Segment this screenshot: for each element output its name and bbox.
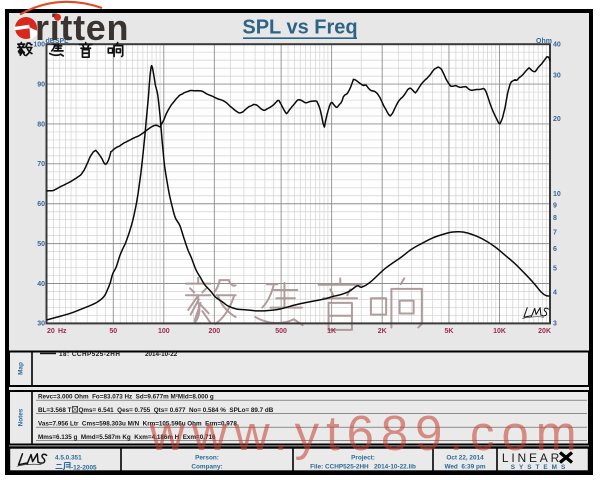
svg-text:70: 70 bbox=[37, 161, 45, 168]
svg-text:5: 5 bbox=[553, 266, 557, 273]
svg-text:50: 50 bbox=[109, 328, 117, 335]
svg-text:Hz: Hz bbox=[58, 328, 67, 335]
svg-text:Qms= 6.541 Qes= 0.755 Qts= 0: Qms= 6.541 Qes= 0.755 Qts= 0.677 No= 0.5… bbox=[79, 407, 274, 414]
svg-text:30: 30 bbox=[553, 73, 561, 80]
svg-text:9: 9 bbox=[553, 202, 557, 209]
svg-text:SYSTEMS: SYSTEMS bbox=[511, 464, 570, 471]
svg-text:1K: 1K bbox=[327, 328, 336, 335]
svg-text:LINEAR: LINEAR bbox=[502, 451, 562, 465]
svg-text:Oct 22, 2014: Oct 22, 2014 bbox=[446, 455, 484, 462]
svg-text:100: 100 bbox=[33, 42, 45, 49]
svg-text:6: 6 bbox=[553, 246, 557, 253]
svg-text:3: 3 bbox=[553, 321, 557, 328]
svg-text:8: 8 bbox=[553, 215, 557, 222]
svg-text:7: 7 bbox=[553, 229, 557, 236]
svg-text:500: 500 bbox=[275, 328, 287, 335]
svg-text:20: 20 bbox=[553, 116, 561, 123]
svg-text:Project:: Project: bbox=[351, 455, 375, 462]
svg-text:Company:: Company: bbox=[191, 464, 222, 471]
svg-text:40: 40 bbox=[553, 42, 561, 49]
svg-text:100: 100 bbox=[158, 328, 170, 335]
svg-text:Revc=3.000 Ohm Fo=83.073 Hz: Revc=3.000 Ohm Fo=83.073 Hz Sd=9.677m M²… bbox=[38, 394, 214, 401]
svg-text:30: 30 bbox=[37, 321, 45, 328]
svg-text:Wed 6:39 pm: Wed 6:39 pm bbox=[444, 464, 485, 471]
svg-text:20: 20 bbox=[47, 328, 55, 335]
svg-text:Person:: Person: bbox=[195, 455, 219, 462]
svg-text:18: CCHP525-2HH: 18: CCHP525-2HH bbox=[59, 351, 120, 358]
svg-text:SPL vs Freq: SPL vs Freq bbox=[242, 17, 357, 39]
svg-text:50: 50 bbox=[37, 241, 45, 248]
svg-text:40: 40 bbox=[37, 281, 45, 288]
svg-text:-12-2005: -12-2005 bbox=[71, 464, 97, 471]
svg-text:ritten: ritten bbox=[35, 7, 129, 48]
svg-text:2014-10-22: 2014-10-22 bbox=[145, 351, 178, 358]
svg-text:10: 10 bbox=[553, 191, 561, 198]
svg-text:Notes: Notes bbox=[18, 408, 25, 426]
svg-text:20K: 20K bbox=[538, 328, 551, 335]
svg-text:File: CCHP525-2HH 2014-10-22: File: CCHP525-2HH 2014-10-22.lib bbox=[310, 464, 416, 471]
svg-text:60: 60 bbox=[37, 201, 45, 208]
svg-text:dBSPL: dBSPL bbox=[46, 38, 70, 45]
svg-text:BL=3.568 T: BL=3.568 T bbox=[38, 407, 72, 414]
svg-text:4.5.0.351: 4.5.0.351 bbox=[55, 455, 82, 462]
svg-text:Vas=7.956 Ltr Cms=598.303u M/: Vas=7.956 Ltr Cms=598.303u M/N Krm=105.5… bbox=[38, 421, 237, 428]
svg-text:10K: 10K bbox=[493, 328, 506, 335]
svg-text:4: 4 bbox=[553, 290, 557, 297]
svg-text:80: 80 bbox=[37, 121, 45, 128]
svg-text:www.yt689.com: www.yt689.com bbox=[149, 407, 584, 461]
svg-text:5K: 5K bbox=[445, 328, 454, 335]
svg-text:Ohm: Ohm bbox=[536, 38, 552, 45]
svg-text:90: 90 bbox=[37, 81, 45, 88]
svg-text:200: 200 bbox=[208, 328, 220, 335]
svg-text:Mms=6.135 g Mmd=5.587m Kg Kx: Mms=6.135 g Mmd=5.587m Kg Kxm=4.186m H E… bbox=[38, 434, 216, 441]
svg-text:2K: 2K bbox=[378, 328, 387, 335]
svg-text:Map: Map bbox=[18, 362, 25, 375]
